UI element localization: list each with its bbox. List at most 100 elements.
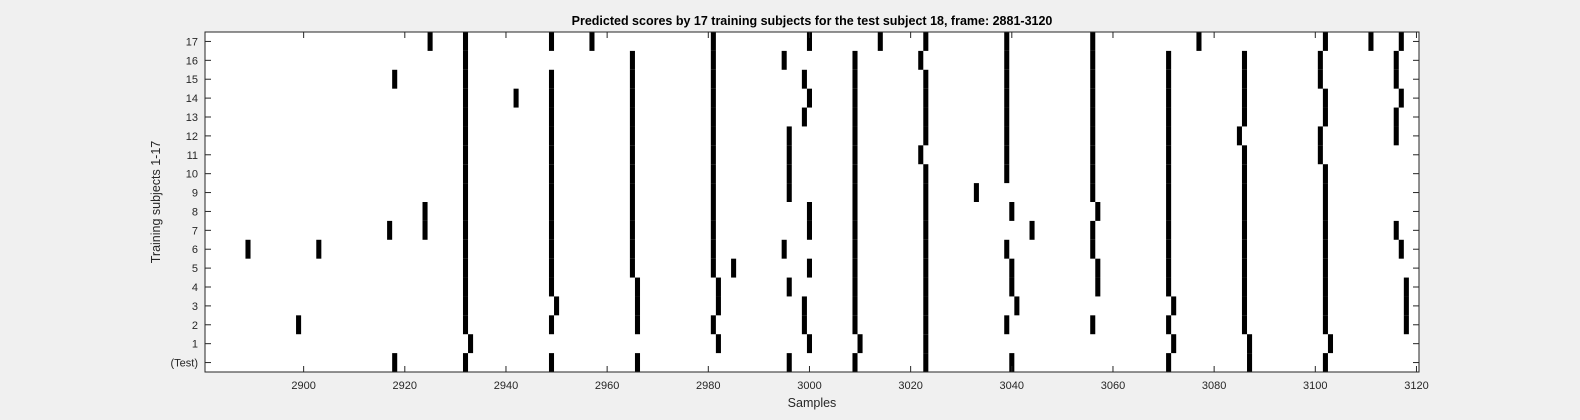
x-tick-label: 3040 [1000,380,1024,392]
score-mark [629,164,635,184]
score-mark [1166,239,1172,259]
score-mark [1004,239,1010,259]
score-mark [513,88,519,108]
score-mark [786,145,792,165]
score-mark [1166,353,1172,372]
score-mark [1166,220,1172,240]
score-mark [1241,88,1248,108]
score-mark [1241,183,1248,202]
score-mark [1322,353,1328,372]
score-mark [1317,145,1323,165]
score-mark [1241,258,1248,278]
score-mark [710,50,716,70]
y-axis-label: Training subjects 1-17 [149,141,163,264]
score-mark [1322,107,1328,127]
score-mark [548,88,555,108]
score-mark [462,296,469,316]
score-mark [462,183,469,202]
score-mark [710,220,716,240]
score-mark [1241,107,1248,127]
score-mark [554,296,560,316]
score-mark [852,296,858,316]
y-tick-label: 8 [192,206,198,218]
score-mark [923,88,929,108]
score-mark [1090,88,1096,108]
x-tick-label: 3000 [797,380,821,392]
score-mark [427,32,433,51]
score-mark [923,296,929,316]
score-mark [629,69,635,89]
score-mark [1166,145,1172,165]
score-mark [548,164,555,184]
score-mark [1004,145,1010,165]
score-mark [852,315,858,335]
y-tick-label: 2 [192,320,198,332]
score-mark [462,107,469,127]
score-mark [462,258,469,278]
score-mark [852,50,858,70]
score-mark [1393,107,1399,127]
score-mark [548,315,555,335]
score-mark [629,126,635,146]
score-mark [1322,220,1328,240]
score-mark [245,239,251,259]
score-mark [857,334,863,354]
score-mark [1171,334,1177,354]
score-mark [1241,69,1248,89]
score-mark [801,296,807,316]
score-mark [1398,32,1404,51]
score-mark [629,220,635,240]
x-tick-label: 2920 [393,380,417,392]
score-mark [710,202,716,221]
score-mark [1322,88,1328,108]
x-tick-label: 3080 [1202,380,1226,392]
score-mark [1029,220,1035,240]
y-tick-label: 7 [192,225,198,237]
score-mark [589,32,595,51]
score-mark [1009,202,1015,221]
score-mark [1322,202,1328,221]
score-mark [1004,32,1010,51]
score-mark [462,126,469,146]
score-mark [710,107,716,127]
score-mark [1322,239,1328,259]
score-mark [1004,315,1010,335]
score-mark [462,277,469,297]
score-mark [462,315,469,335]
score-mark [392,353,398,372]
x-tick-label: 3060 [1101,380,1125,392]
score-mark [1090,126,1096,146]
score-mark [1236,126,1242,146]
score-mark [923,126,929,146]
score-mark [923,220,929,240]
score-mark [710,164,716,184]
score-mark [1393,220,1399,240]
score-mark [634,296,641,316]
score-mark [548,258,555,278]
score-mark [1166,69,1172,89]
score-mark [548,353,555,372]
x-tick-label: 2980 [696,380,720,392]
score-mark [634,277,641,297]
score-mark [1171,296,1177,316]
score-mark [629,88,635,108]
score-mark [629,50,635,70]
y-tick-label: 15 [186,74,198,86]
score-mark [786,277,792,297]
score-mark [548,126,555,146]
score-mark [710,183,716,202]
score-mark [1166,107,1172,127]
score-mark [1090,164,1096,184]
score-mark [462,145,469,165]
score-mark [468,334,474,354]
score-mark [1166,164,1172,184]
score-mark [923,239,929,259]
score-mark [973,183,979,202]
score-mark [710,145,716,165]
y-tick-label: 1 [192,339,198,351]
score-mark [1317,50,1323,70]
score-mark [710,239,716,259]
score-mark [852,220,858,240]
score-mark [923,277,929,297]
score-mark [1241,164,1248,184]
